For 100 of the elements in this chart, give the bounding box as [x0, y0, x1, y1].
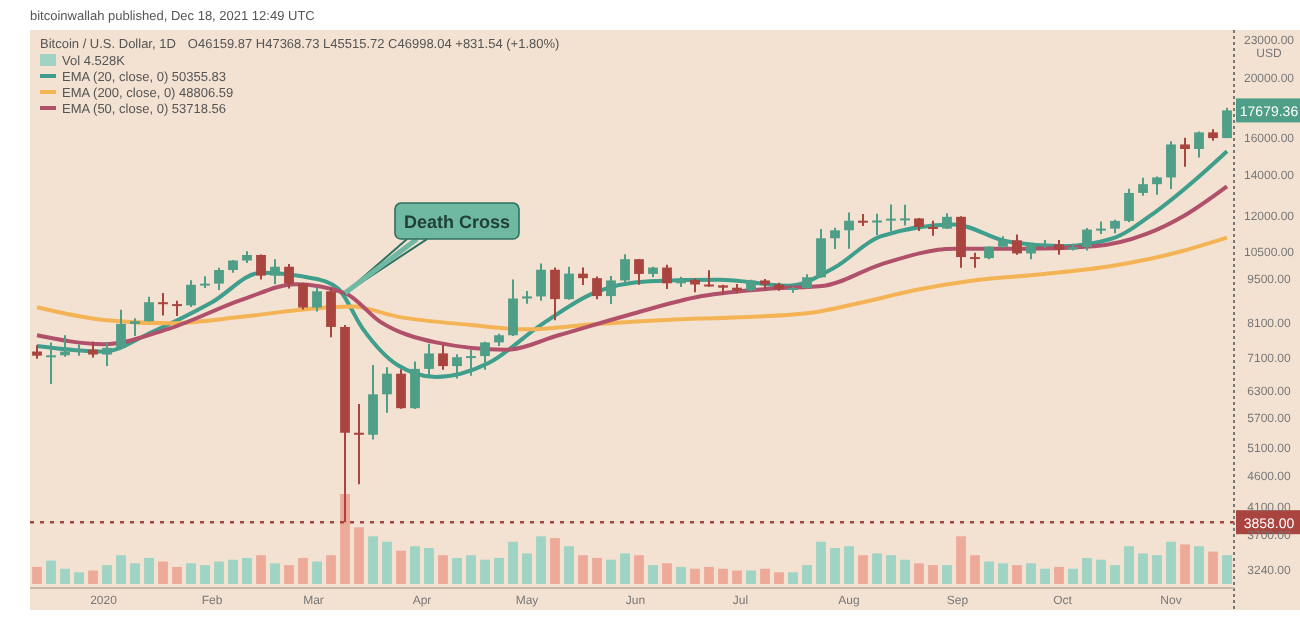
line-series: [35, 149, 1229, 379]
bar: [578, 555, 588, 584]
bar: [256, 555, 266, 584]
bar: [452, 557, 462, 584]
bar: [368, 536, 378, 584]
bar: [858, 555, 868, 584]
bar: [942, 565, 952, 584]
bar: [536, 536, 546, 584]
candlestick: [368, 363, 378, 441]
candlestick: [1194, 130, 1204, 159]
candlestick: [564, 265, 574, 301]
bar: [1152, 555, 1162, 584]
bar: [634, 555, 644, 584]
candlestick: [844, 211, 854, 250]
candlestick: [410, 360, 420, 411]
bar: [550, 538, 560, 584]
bar: [1180, 544, 1190, 584]
candlestick: [438, 343, 448, 371]
candlestick: [270, 258, 280, 286]
bar: [158, 561, 168, 584]
bar: [816, 541, 826, 584]
bar: [886, 555, 896, 584]
candlestick: [144, 295, 154, 323]
bar: [872, 553, 882, 584]
bar: [438, 555, 448, 584]
bar: [284, 565, 294, 584]
bar: [606, 559, 616, 584]
bar: [270, 563, 280, 584]
candlestick: [312, 286, 322, 313]
bar: [718, 568, 728, 584]
candlestick: [116, 308, 126, 349]
candlestick: [424, 342, 434, 378]
bar: [228, 559, 238, 584]
bar: [564, 546, 574, 584]
bar: [130, 563, 140, 584]
candlestick: [830, 226, 840, 251]
bar: [46, 560, 56, 584]
bar: [74, 572, 84, 584]
bar: [732, 570, 742, 584]
bar: [480, 559, 490, 584]
bar: [802, 565, 812, 584]
bar: [312, 561, 322, 584]
bar: [326, 555, 336, 584]
bar: [172, 566, 182, 584]
bar: [900, 559, 910, 584]
candlestick: [396, 368, 406, 410]
bar: [620, 553, 630, 584]
candlestick: [1180, 136, 1190, 168]
candlestick: [956, 215, 966, 269]
bar: [466, 555, 476, 584]
bar: [1082, 557, 1092, 584]
bar: [396, 550, 406, 584]
bar: [830, 548, 840, 584]
candlestick: [480, 340, 490, 371]
bar: [1124, 546, 1134, 584]
bar: [704, 566, 714, 584]
candlestick: [1082, 226, 1092, 252]
bar: [788, 572, 798, 584]
bar: [410, 546, 420, 584]
bar: [242, 557, 252, 584]
bar: [340, 494, 350, 584]
bar: [1012, 565, 1022, 584]
candlestick: [186, 279, 196, 308]
bar: [1040, 568, 1050, 584]
bar: [1194, 546, 1204, 584]
line-series: [35, 184, 1229, 352]
candlestick: [102, 341, 112, 368]
bar: [1096, 559, 1106, 584]
line-series: [35, 235, 1229, 332]
candlestick: [592, 275, 602, 301]
candlestick: [1124, 187, 1134, 224]
candlestick: [1012, 233, 1022, 256]
candlestick: [620, 253, 630, 285]
candlestick: [662, 263, 672, 290]
bar: [508, 541, 518, 584]
bar: [998, 563, 1008, 584]
bar: [1068, 568, 1078, 584]
bar: [424, 548, 434, 584]
bar: [494, 557, 504, 584]
candlestick: [634, 258, 644, 286]
bar: [676, 566, 686, 584]
bar: [200, 565, 210, 584]
bar: [1138, 553, 1148, 584]
bar: [522, 553, 532, 584]
bar: [984, 561, 994, 584]
bar: [382, 541, 392, 584]
candlestick: [606, 274, 616, 306]
bar: [746, 570, 756, 584]
bar: [144, 557, 154, 584]
candlestick: [452, 353, 462, 380]
bar: [774, 572, 784, 584]
bar: [214, 561, 224, 584]
bar: [1110, 565, 1120, 584]
bar: [592, 557, 602, 584]
bar: [60, 568, 70, 584]
candlestick: [536, 262, 546, 302]
bar: [760, 568, 770, 584]
candlestick: [256, 253, 266, 281]
candlestick: [816, 228, 826, 279]
bar: [116, 555, 126, 584]
